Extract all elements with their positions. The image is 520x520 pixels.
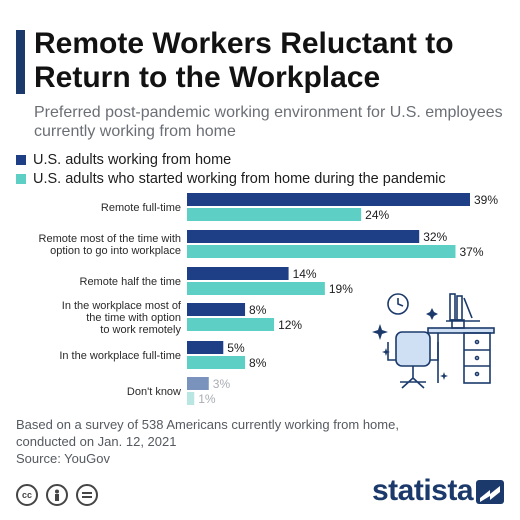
bar-series-2 [187,208,362,221]
category-label: option to go into workplace [50,245,181,257]
chart-title: Remote Workers Reluctant to Return to th… [34,27,454,94]
category-label: In the workplace most of [62,300,182,312]
bar-series-2 [187,356,246,369]
data-label: 8% [249,303,267,317]
bar-series-1 [187,303,246,316]
license-icons: cc [16,484,98,506]
data-label: 32% [423,230,447,244]
data-label: 3% [213,377,231,391]
bar-series-1 [187,230,420,243]
home-office-illustration [372,293,495,389]
source-note: Source: YouGov [16,451,110,466]
legend: U.S. adults working from home U.S. adult… [16,150,446,188]
legend-label-series-1: U.S. adults working from home [33,151,232,168]
footnote: Based on a survey of 538 Americans curre… [16,416,496,467]
brand-logo-text[interactable]: statista [372,474,474,507]
bar-series-2 [187,282,325,295]
bar-series-1 [187,267,289,280]
data-label: 24% [365,208,389,222]
category-label: Remote full-time [101,202,181,214]
brand-logo-icon [476,480,504,504]
bar-series-2 [187,392,195,405]
data-label: 5% [227,341,245,355]
data-label: 14% [293,267,317,281]
legend-item-series-2: U.S. adults who started working from hom… [16,169,446,188]
bar-series-1 [187,341,224,354]
legend-label-series-2: U.S. adults who started working from hom… [33,170,446,187]
person-icon[interactable] [46,484,68,506]
bar-chart: Remote full-time 39% 24% Remote most of the… [39,193,498,406]
category-label: to work remotely [100,324,181,336]
legend-item-series-1: U.S. adults working from home [16,150,446,169]
legend-swatch-series-1 [16,154,26,165]
bar-series-1 [187,193,470,206]
data-label: 1% [198,392,216,406]
data-label: 37% [459,245,483,259]
title-accent-bar [16,30,25,94]
data-label: 12% [278,318,302,332]
bar-series-1 [187,377,209,390]
footnote-line-1: Based on a survey of 538 Americans curre… [16,417,399,432]
data-label: 39% [474,193,498,207]
category-label: Don't know [127,386,181,398]
legend-swatch-series-2 [16,173,26,184]
bar-series-2 [187,318,275,331]
category-label: the time with option [86,312,181,324]
category-label: In the workplace full-time [59,350,181,362]
equals-icon[interactable] [76,484,98,506]
bar-series-2 [187,245,456,258]
cc-icon[interactable]: cc [16,484,38,506]
data-label: 19% [329,282,353,296]
data-label: 8% [249,356,267,370]
footnote-line-2: conducted on Jan. 12, 2021 [16,434,177,449]
category-label: Remote half the time [80,276,182,288]
category-label: Remote most of the time with [39,233,181,245]
chart-subtitle: Preferred post-pandemic working environm… [34,104,503,140]
